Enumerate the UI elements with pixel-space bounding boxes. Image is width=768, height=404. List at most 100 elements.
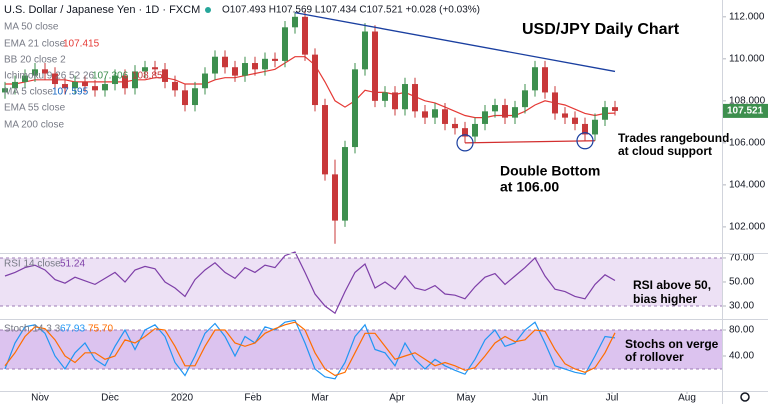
y-tick-label: 30.00 [729,301,754,312]
y-tick-label: 80.00 [729,325,754,336]
candle-body [252,63,258,70]
candle-body [602,107,608,120]
market-status [205,7,211,13]
y-tick-label: 40.00 [729,351,754,362]
annotation: Trades rangebound [618,131,729,145]
candle-body [562,113,568,118]
legend-entry: Stoch 14 3 3 [4,324,61,335]
trendline [464,140,596,144]
candle-body [212,56,218,74]
last-price-box [723,103,768,118]
candle-body [382,92,388,101]
annotation: USD/JPY Daily Chart [522,21,680,38]
candle-body [612,107,618,111]
band [0,257,722,306]
last-price-label: 107.521 [727,106,764,117]
candle-body [192,88,198,106]
candle-body [12,81,18,89]
candle-body [392,92,398,110]
candle-body [362,31,368,70]
candle-body [42,69,48,74]
candle-body [322,105,328,175]
x-tick-label: Aug [678,393,696,404]
candle-body [412,84,418,112]
candle-body [342,147,348,221]
annotation: RSI above 50, [633,278,711,292]
candle-body [442,109,448,124]
y-tick-label: 104.000 [729,180,766,191]
legend-entry: 75.70 [88,324,113,335]
candle-body [552,92,558,114]
candle-body [162,69,168,82]
candle-body [122,75,128,89]
y-tick-label: 108.000 [729,95,766,106]
candle-body [492,105,498,112]
legend-entry: 107.306 [92,71,129,82]
legend-entry: 108.851 [132,71,169,82]
legend-entry: EMA 55 close [4,103,66,114]
candle-body [72,81,78,89]
annotation: Stochs on verge [625,337,719,351]
bottom-marker [456,134,474,152]
candle-body [512,107,518,118]
legend-entry: MA 5 close [4,87,53,98]
legend-entry: BB 20 close 2 [4,55,66,66]
candle-body [292,16,298,28]
indicator-line [4,321,616,377]
candle-body [92,86,98,91]
indicator-line [4,251,616,315]
candle-body [242,63,248,76]
candle-body [422,111,428,118]
candle-body [482,111,488,124]
candle-body [572,117,578,124]
candle-body [102,84,108,91]
candle-body [112,75,118,85]
y-tick-label: 102.000 [729,222,766,233]
candle-body [502,105,508,118]
annotation: Double Bottom [500,163,600,179]
candle-body [182,90,188,106]
x-tick-label: Jun [532,393,548,404]
symbol-title[interactable]: U.S. Dollar / Japanese Yen · 1D · FXCM [4,4,200,16]
x-tick-label: Mar [311,393,329,404]
candle-body [22,75,28,82]
x-tick-label: Apr [389,393,405,404]
candle-body [592,119,598,135]
x-tick-label: Dec [101,393,119,404]
candle-body [452,123,458,129]
candle-body [82,81,88,87]
legend-entry: 107.595 [52,87,89,98]
candle-body [52,73,58,85]
candle-body [372,31,378,101]
candle-body [172,81,178,91]
legend-entry: RSI 14 close [4,259,61,270]
candle-body [202,73,208,89]
candle-body [462,128,468,137]
legend-entry: 67.93 [60,324,85,335]
candle-body [132,71,138,89]
candle-body [472,123,478,137]
candle-body [232,67,238,76]
candle-body [312,54,318,106]
candle-body [282,27,288,61]
legend-entry: EMA 21 close [4,39,66,50]
x-tick-label: Feb [244,393,262,404]
settings-icon[interactable] [740,392,750,402]
legend-entry: MA 50 close [4,22,59,33]
y-tick-label: 50.00 [729,277,754,288]
y-tick-label: 110.000 [729,53,765,64]
candle-body [522,90,528,108]
candle-body [532,67,538,91]
candle-body [142,67,148,72]
y-tick-label: 106.000 [729,137,766,148]
bottom-marker [576,132,594,150]
indicator-line [4,319,616,380]
annotation: at cloud support [618,144,712,158]
legend-entry: Ichimoku 9 26 52 26 [4,71,94,82]
candle-body [432,109,438,118]
y-tick-label: 70.00 [729,253,754,264]
candle-body [332,174,338,221]
candle-body [542,67,548,93]
x-tick-label: Nov [31,393,49,404]
